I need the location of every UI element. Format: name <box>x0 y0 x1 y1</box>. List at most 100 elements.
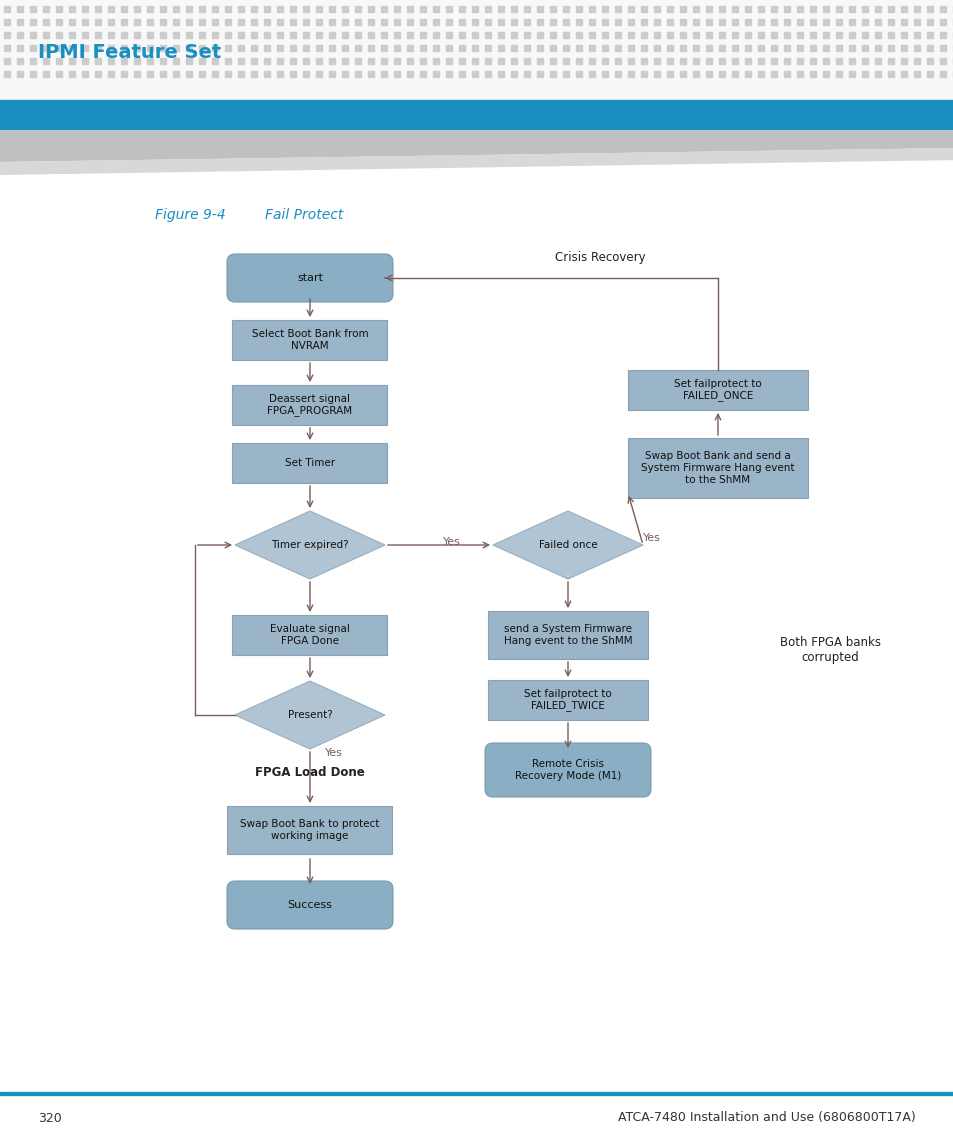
Bar <box>433 19 438 25</box>
Bar <box>95 32 101 38</box>
Bar <box>30 71 36 77</box>
Bar <box>147 58 152 64</box>
Bar <box>537 32 542 38</box>
Bar <box>160 6 166 11</box>
Polygon shape <box>0 131 953 161</box>
Bar <box>329 6 335 11</box>
Bar <box>160 45 166 52</box>
Bar <box>160 32 166 38</box>
Bar <box>82 71 88 77</box>
Bar <box>627 370 807 410</box>
Bar <box>913 45 919 52</box>
Bar <box>809 45 815 52</box>
Bar <box>562 58 568 64</box>
Bar <box>796 71 802 77</box>
Bar <box>172 19 179 25</box>
Bar <box>315 45 322 52</box>
Bar <box>380 6 387 11</box>
Bar <box>43 19 49 25</box>
Bar <box>251 19 256 25</box>
Bar <box>233 385 387 425</box>
Bar <box>783 19 789 25</box>
Bar <box>160 19 166 25</box>
Bar <box>679 32 685 38</box>
Bar <box>913 71 919 77</box>
Bar <box>290 32 295 38</box>
Bar <box>237 19 244 25</box>
Bar <box>887 58 893 64</box>
Bar <box>796 58 802 64</box>
Text: Timer expired?: Timer expired? <box>271 540 349 550</box>
Bar <box>862 58 867 64</box>
Bar <box>30 58 36 64</box>
Bar <box>862 45 867 52</box>
Bar <box>419 71 426 77</box>
Bar <box>783 58 789 64</box>
Bar <box>939 32 945 38</box>
Bar <box>666 71 672 77</box>
Bar <box>835 6 841 11</box>
Bar <box>237 45 244 52</box>
Bar <box>4 6 10 11</box>
Bar <box>822 58 828 64</box>
Bar <box>186 6 192 11</box>
Bar <box>887 45 893 52</box>
Bar <box>550 45 556 52</box>
Bar <box>380 58 387 64</box>
Bar <box>692 6 699 11</box>
Bar <box>82 19 88 25</box>
Bar <box>315 58 322 64</box>
Bar <box>939 58 945 64</box>
Bar <box>0 1092 953 1095</box>
Text: Set failprotect to
FAILED_ONCE: Set failprotect to FAILED_ONCE <box>674 379 761 401</box>
Bar <box>719 6 724 11</box>
Bar <box>627 19 634 25</box>
Bar <box>407 19 413 25</box>
Bar <box>341 58 348 64</box>
Bar <box>30 32 36 38</box>
Bar <box>926 19 932 25</box>
Bar <box>355 32 360 38</box>
Bar <box>874 58 880 64</box>
Bar <box>303 6 309 11</box>
Bar <box>900 19 906 25</box>
Bar <box>511 6 517 11</box>
Bar <box>822 6 828 11</box>
Bar <box>666 32 672 38</box>
Bar <box>433 6 438 11</box>
Bar <box>341 71 348 77</box>
Text: Present?: Present? <box>287 710 332 720</box>
Bar <box>472 6 477 11</box>
Bar <box>562 19 568 25</box>
Bar <box>264 71 270 77</box>
Bar <box>199 32 205 38</box>
Bar <box>407 58 413 64</box>
Bar <box>796 32 802 38</box>
Bar <box>640 45 646 52</box>
Bar <box>108 45 113 52</box>
Bar <box>900 6 906 11</box>
Bar <box>952 19 953 25</box>
Bar <box>615 19 620 25</box>
Text: Crisis Recovery: Crisis Recovery <box>555 252 645 264</box>
Bar <box>796 6 802 11</box>
Bar <box>446 6 452 11</box>
FancyBboxPatch shape <box>227 254 393 302</box>
Bar <box>446 45 452 52</box>
Bar <box>783 45 789 52</box>
Bar <box>315 6 322 11</box>
Bar <box>433 58 438 64</box>
Bar <box>731 6 738 11</box>
FancyBboxPatch shape <box>227 881 393 929</box>
Bar <box>615 71 620 77</box>
Bar <box>56 19 62 25</box>
Bar <box>848 58 854 64</box>
Bar <box>433 32 438 38</box>
Bar <box>95 45 101 52</box>
Bar <box>627 45 634 52</box>
Bar <box>692 45 699 52</box>
Bar <box>809 71 815 77</box>
Bar <box>627 71 634 77</box>
Bar <box>56 71 62 77</box>
Bar <box>758 45 763 52</box>
